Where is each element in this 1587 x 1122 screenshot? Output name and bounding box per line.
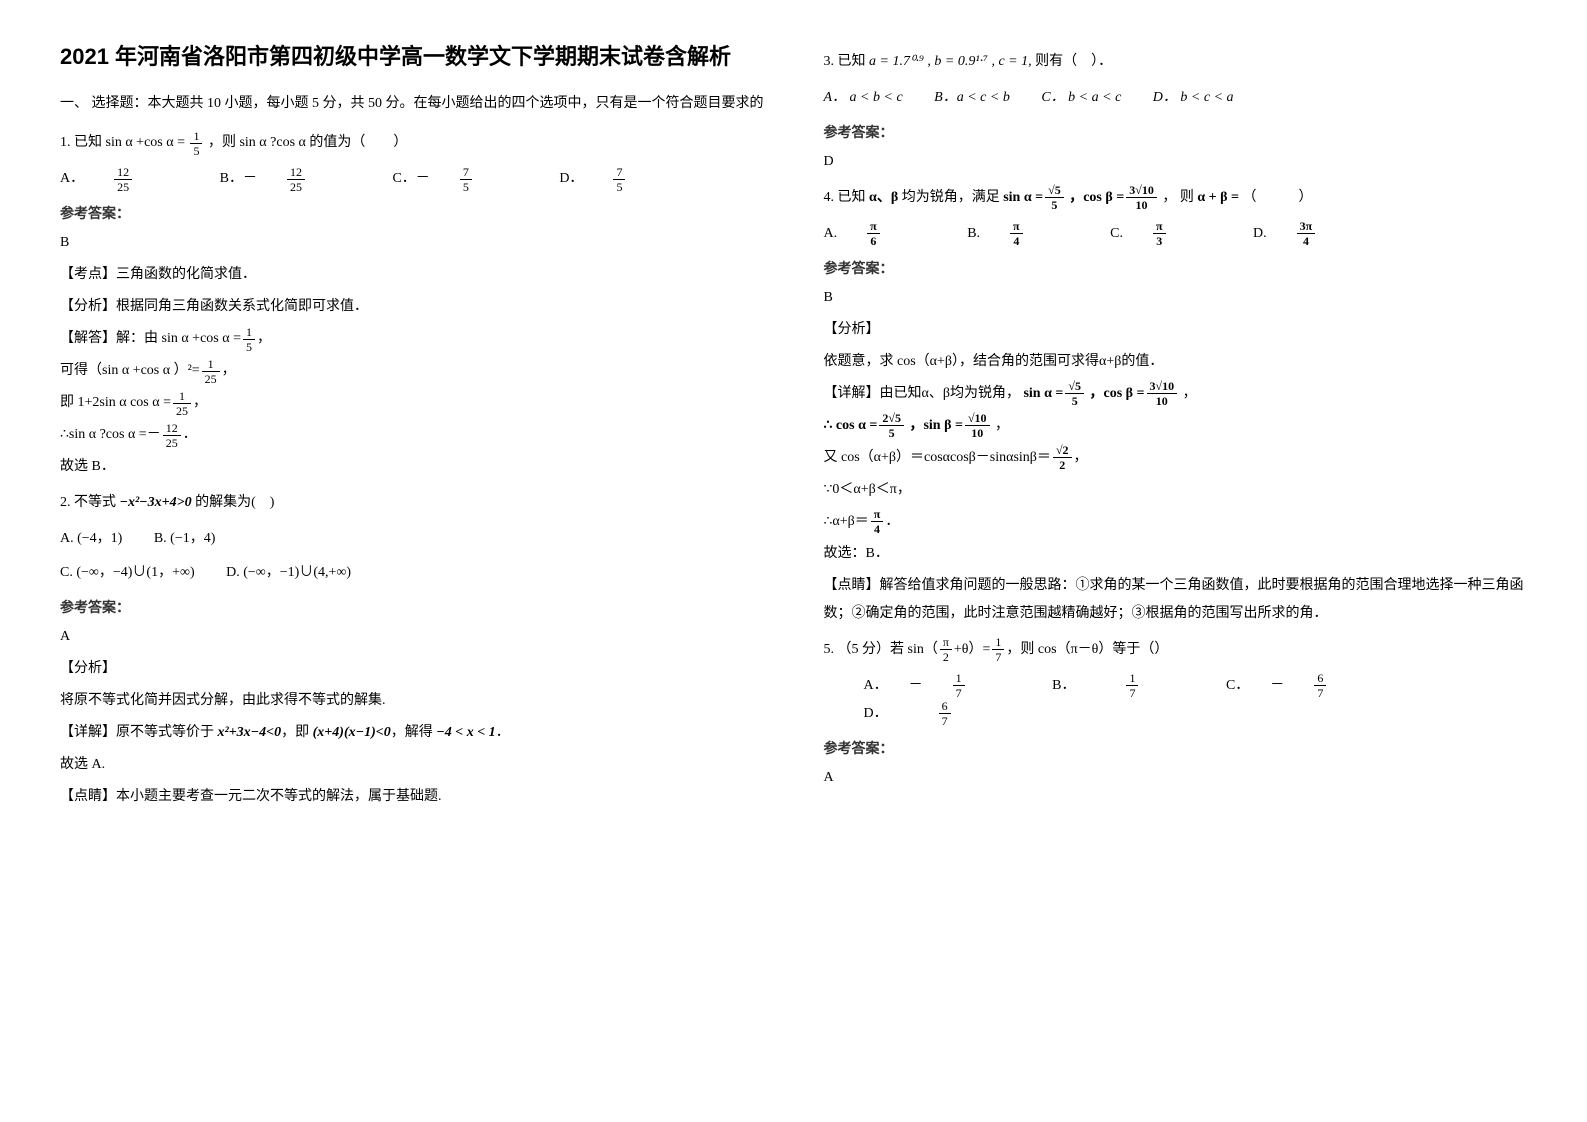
q2-xiangjie: 【详解】原不等式等价于 x²+3x−4<0，即 (x+4)(x−1)<0，解得 … xyxy=(60,719,764,747)
q1-stem: 1. 已知 sin α +cos α = 15 ，则 sin α ?cos α … xyxy=(60,129,764,157)
answer-label: 参考答案： xyxy=(824,738,1528,758)
q2-fenxi: 将原不等式化简并因式分解，由此求得不等式的解集. xyxy=(60,687,764,715)
q1-jieda-2: 可得（sin α +cos α ）²=125， xyxy=(60,357,764,385)
q4-xj3: 又 cos（α+β）＝cosαcosβ－sinαsinβ＝√22， xyxy=(824,444,1528,472)
q2-options-row2: C. (−∞，−4)∪(1，+∞) D. (−∞，−1)∪(4,+∞) xyxy=(60,559,764,587)
q1-fenxi: 【分析】根据同角三角函数关系式化简即可求值． xyxy=(60,293,764,321)
q5-options: A． －17 B． 17 C． －67 D． 67 xyxy=(824,672,1528,728)
q4-xj4: ∵0＜α+β＜π， xyxy=(824,476,1528,504)
answer-label: 参考答案： xyxy=(60,203,764,223)
q2-l2: 故选 A. xyxy=(60,751,764,779)
page-title: 2021 年河南省洛阳市第四初级中学高一数学文下学期期末试卷含解析 xyxy=(60,40,764,73)
q4-stem: 4. 已知 α、β 均为锐角，满足 sin α =√55 ，cos β =3√1… xyxy=(824,184,1528,212)
q1-jieda-5: 故选 B． xyxy=(60,453,764,481)
q2-fenxi-h: 【分析】 xyxy=(60,655,764,683)
section-head: 一、 选择题：本大题共 10 小题，每小题 5 分，共 50 分。在每小题给出的… xyxy=(60,93,764,115)
answer-label: 参考答案： xyxy=(824,122,1528,142)
q4-xj1: 【详解】由已知α、β均为锐角， sin α =√55 ，cos β =3√101… xyxy=(824,380,1528,408)
answer-label: 参考答案： xyxy=(824,258,1528,278)
q1-jieda-3: 即 1+2sin α cos α =125， xyxy=(60,389,764,417)
q1-kaodian: 【考点】三角函数的化简求值． xyxy=(60,261,764,289)
q4-dianjing: 【点睛】解答给值求角问题的一般思路：①求角的某一个三角函数值，此时要根据角的范围… xyxy=(824,572,1528,628)
q1-jieda-4: ∴sin α ?cos α =－1225． xyxy=(60,421,764,449)
q1-options: A．1225 B．－1225 C．－75 D．75 xyxy=(60,165,764,193)
q1-stem-post: ，则 sin α ?cos α 的值为（ ） xyxy=(208,135,407,150)
q5-answer: A xyxy=(824,764,1528,792)
answer-label: 参考答案： xyxy=(60,597,764,617)
frac: 15 xyxy=(190,130,202,157)
q4-fenxi: 依题意，求 cos（α+β），结合角的范围可求得α+β的值． xyxy=(824,348,1528,376)
q4-xj2: ∴ cos α =2√55 ，sin β =√1010 ， xyxy=(824,412,1528,440)
q5-stem: 5. （5 分）若 sin（π2+θ）=17，则 cos（π－θ）等于（） xyxy=(824,636,1528,664)
q2-dianjing: 【点睛】本小题主要考查一元二次不等式的解法，属于基础题. xyxy=(60,783,764,811)
q3-answer: D xyxy=(824,148,1528,176)
q3-options: A． a < b < c B．a < c < b C． b < a < c D．… xyxy=(824,84,1528,112)
q1-answer: B xyxy=(60,229,764,257)
q4-xj6: 故选：B． xyxy=(824,540,1528,568)
q3-stem: 3. 已知 a = 1.7⁰·⁹ , b = 0.9¹·⁷ , c = 1, 则… xyxy=(824,48,1528,76)
q4-options: A. π6 B. π4 C. π3 D. 3π4 xyxy=(824,220,1528,248)
q1-stem-pre: 1. 已知 sin α +cos α = xyxy=(60,135,185,150)
q2-stem: 2. 不等式 −x²−3x+4>0 的解集为( ) xyxy=(60,489,764,517)
q1-jieda-1: 【解答】解：由 sin α +cos α =15， xyxy=(60,325,764,353)
q2-options-row1: A. (−4，1) B. (−1，4) xyxy=(60,525,764,553)
q4-xj5: ∴α+β＝π4． xyxy=(824,508,1528,536)
q2-answer: A xyxy=(60,623,764,651)
q4-fenxi-h: 【分析】 xyxy=(824,316,1528,344)
q4-answer: B xyxy=(824,284,1528,312)
